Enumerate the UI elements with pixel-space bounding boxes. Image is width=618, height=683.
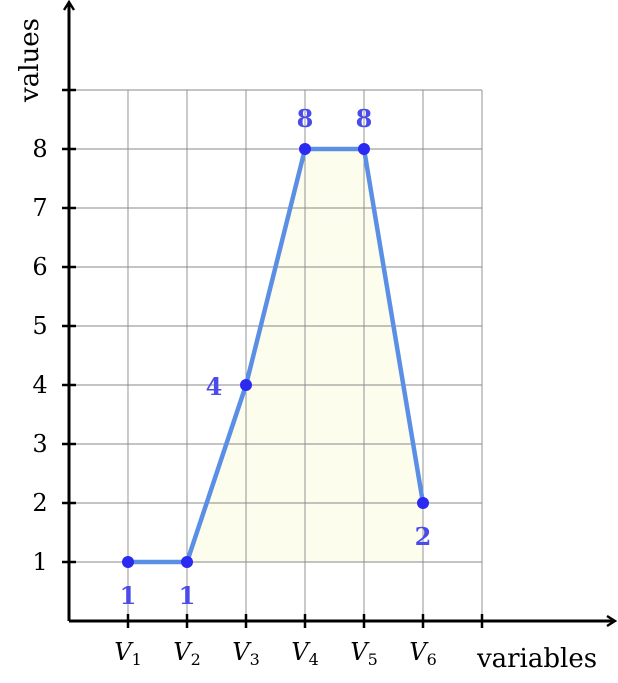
x-axis-title: variables <box>476 644 597 674</box>
data-label: 8 <box>356 104 373 133</box>
area-fill <box>128 149 423 562</box>
data-point <box>299 143 311 155</box>
x-tick-label: V6 <box>409 638 437 669</box>
x-tick-label: V5 <box>350 638 378 669</box>
data-label: 1 <box>179 581 196 610</box>
x-tick-label: V3 <box>232 638 260 669</box>
y-tick-label: 5 <box>32 312 47 340</box>
data-label: 8 <box>297 104 314 133</box>
data-point <box>358 143 370 155</box>
data-point <box>240 379 252 391</box>
data-label: 4 <box>206 372 223 401</box>
data-point <box>181 556 193 568</box>
data-label: 2 <box>415 522 432 551</box>
data-label: 1 <box>120 581 137 610</box>
y-axis-title: values <box>15 18 45 103</box>
y-tick-label: 8 <box>32 135 47 163</box>
y-tick-label: 2 <box>32 489 47 517</box>
data-point <box>417 497 429 509</box>
x-tick-label: V2 <box>173 638 201 669</box>
y-tick-label: 6 <box>32 253 47 281</box>
y-tick-label: 1 <box>32 548 47 576</box>
data-point <box>122 556 134 568</box>
y-tick-label: 3 <box>32 430 47 458</box>
x-tick-label: V1 <box>114 638 142 669</box>
y-tick-label: 4 <box>32 371 47 399</box>
x-tick-label: V4 <box>291 638 319 669</box>
series-line <box>125 146 426 565</box>
y-tick-label: 7 <box>32 194 47 222</box>
